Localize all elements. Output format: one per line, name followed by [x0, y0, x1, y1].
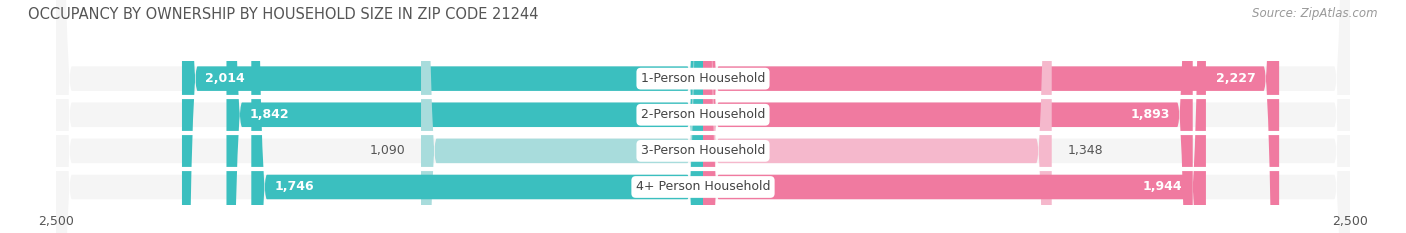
- FancyBboxPatch shape: [420, 0, 703, 233]
- FancyBboxPatch shape: [56, 0, 1350, 233]
- FancyBboxPatch shape: [252, 0, 703, 233]
- Text: 1,090: 1,090: [370, 144, 405, 157]
- Text: 1,842: 1,842: [250, 108, 290, 121]
- FancyBboxPatch shape: [703, 0, 1279, 233]
- Text: 2,227: 2,227: [1216, 72, 1256, 85]
- Text: OCCUPANCY BY OWNERSHIP BY HOUSEHOLD SIZE IN ZIP CODE 21244: OCCUPANCY BY OWNERSHIP BY HOUSEHOLD SIZE…: [28, 7, 538, 22]
- Text: 2-Person Household: 2-Person Household: [641, 108, 765, 121]
- Text: 3-Person Household: 3-Person Household: [641, 144, 765, 157]
- FancyBboxPatch shape: [703, 0, 1052, 233]
- FancyBboxPatch shape: [226, 0, 703, 233]
- FancyBboxPatch shape: [56, 0, 1350, 233]
- FancyBboxPatch shape: [56, 0, 1350, 233]
- Text: 2,014: 2,014: [205, 72, 245, 85]
- Text: 1-Person Household: 1-Person Household: [641, 72, 765, 85]
- Text: 4+ Person Household: 4+ Person Household: [636, 181, 770, 193]
- Text: 1,944: 1,944: [1143, 181, 1182, 193]
- Text: 1,893: 1,893: [1130, 108, 1170, 121]
- FancyBboxPatch shape: [181, 0, 703, 233]
- Text: 1,348: 1,348: [1067, 144, 1102, 157]
- FancyBboxPatch shape: [703, 0, 1192, 233]
- FancyBboxPatch shape: [56, 0, 1350, 233]
- Text: 1,746: 1,746: [274, 181, 314, 193]
- Text: Source: ZipAtlas.com: Source: ZipAtlas.com: [1253, 7, 1378, 20]
- FancyBboxPatch shape: [703, 0, 1206, 233]
